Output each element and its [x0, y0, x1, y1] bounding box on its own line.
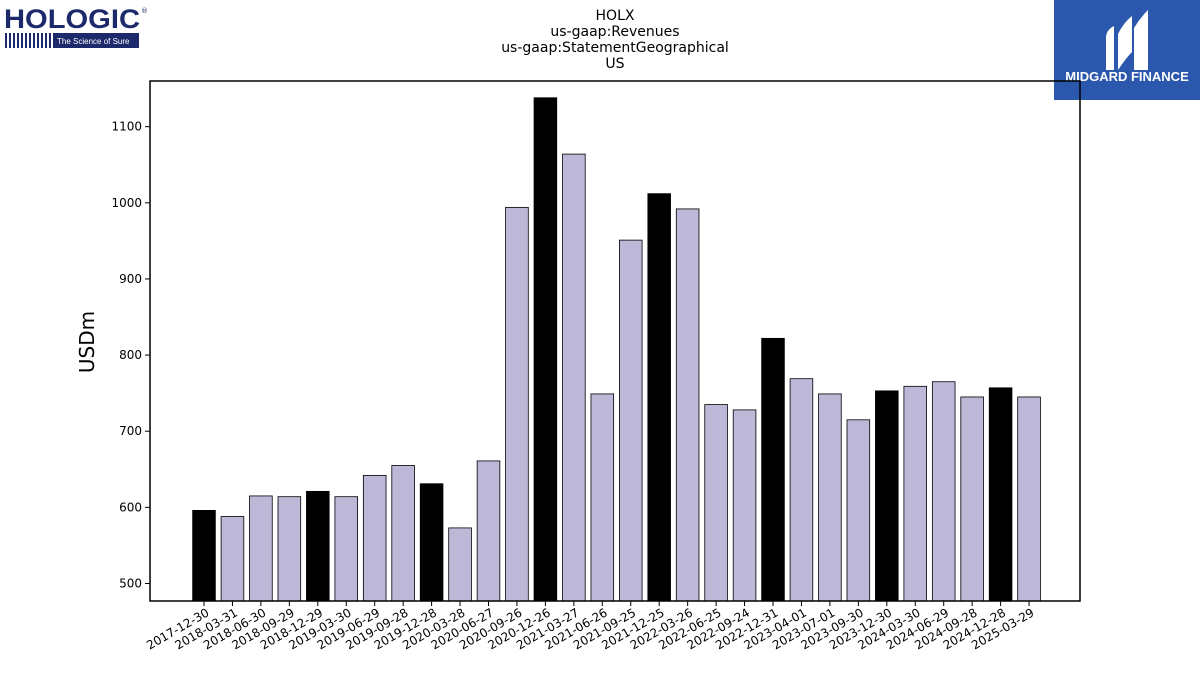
chart-title-line-3: us-gaap:StatementGeographical	[501, 40, 729, 56]
y-tick-label: 700	[119, 424, 142, 438]
hologic-logo: HOLOGIC ® The Science of Sure	[4, 4, 148, 48]
bar-2022-09-24	[732, 409, 757, 602]
bar-2023-12-30	[875, 390, 899, 602]
hologic-tagline: The Science of Sure	[57, 37, 130, 46]
y-tick-label: 900	[119, 272, 142, 286]
y-tick-label: 1100	[111, 120, 142, 134]
bar-2025-03-29	[1017, 396, 1041, 602]
bar-2024-06-29	[931, 381, 956, 602]
y-tick-label: 600	[119, 500, 142, 514]
bar-2020-06-27	[476, 460, 501, 602]
chart-title: HOLX us-gaap:Revenues us-gaap:StatementG…	[501, 8, 729, 72]
bar-2022-12-31	[761, 337, 785, 602]
bar-2018-12-29	[306, 490, 330, 602]
bar-2021-09-25	[619, 239, 643, 602]
bar-2020-03-28	[448, 527, 472, 602]
chart-title-line-2: us-gaap:Revenues	[550, 24, 679, 40]
bar-2023-09-30	[846, 419, 871, 602]
bar-2020-09-26	[505, 206, 529, 602]
bar-2019-12-28	[419, 483, 444, 602]
bar-2019-09-28	[391, 465, 415, 602]
bar-2023-07-01	[818, 393, 842, 602]
bar-2017-12-30	[192, 509, 216, 602]
bar-2018-03-31	[220, 516, 245, 602]
chart-title-line-4: US	[605, 56, 624, 72]
bar-2022-06-25	[704, 404, 728, 602]
bar-2019-03-30	[334, 496, 358, 602]
plot-frame	[149, 80, 1081, 602]
registered-mark: ®	[141, 7, 148, 15]
barcode-icon	[5, 33, 51, 48]
bar-2024-09-28	[960, 396, 984, 602]
bar-2024-03-30	[903, 385, 928, 602]
y-tick-label: 1000	[111, 196, 142, 210]
bar-2023-04-01	[789, 378, 814, 602]
bars	[192, 97, 1041, 602]
bar-2021-12-25	[647, 193, 671, 602]
bar-2022-03-26	[675, 208, 700, 602]
y-tick-label: 800	[119, 348, 142, 362]
tagline-bar	[53, 33, 139, 48]
y-axis-ticks: 500 600 700 800 900 1000 1100	[111, 120, 150, 590]
x-axis-ticks: 2017-12-302018-03-312018-06-302018-09-29…	[144, 601, 1037, 652]
bar-2021-06-26	[590, 393, 615, 602]
bar-2019-06-29	[362, 474, 387, 602]
midgard-logo-text: MIDGARD FINANCE	[1065, 69, 1189, 84]
chart-title-line-1: HOLX	[596, 8, 635, 24]
bar-2018-06-30	[249, 495, 273, 602]
y-axis-label: USDm	[75, 311, 99, 373]
midgard-emblem-icon	[1106, 10, 1148, 70]
midgard-logo: MIDGARD FINANCE	[1054, 0, 1200, 100]
bar-2021-03-27	[562, 153, 586, 602]
bar-2024-12-28	[988, 387, 1013, 602]
hologic-logo-text: HOLOGIC	[4, 4, 140, 34]
bar-2018-09-29	[277, 496, 302, 602]
bar-2020-12-26	[533, 97, 558, 602]
y-tick-label: 500	[119, 576, 142, 590]
